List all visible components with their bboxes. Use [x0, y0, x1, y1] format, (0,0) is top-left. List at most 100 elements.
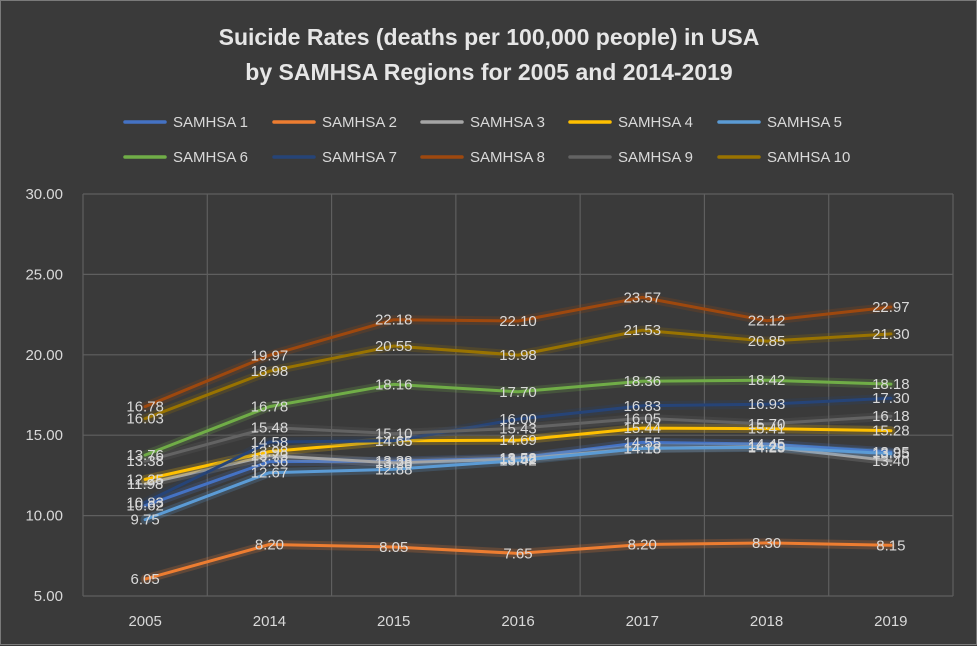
x-tick-label: 2017	[626, 613, 659, 630]
data-label: 16.93	[748, 396, 786, 413]
data-label: 15.44	[624, 420, 662, 437]
data-label: 22.12	[748, 313, 786, 330]
data-label: 14.69	[499, 432, 537, 449]
data-label: 12.25	[126, 471, 164, 488]
data-label: 14.25	[748, 439, 786, 456]
legend-label: SAMHSA 2	[322, 114, 397, 131]
data-label: 16.83	[624, 398, 662, 415]
data-label: 6.05	[131, 571, 160, 588]
data-label: 18.16	[375, 376, 413, 393]
data-label: 13.85	[872, 446, 910, 463]
legend-label: SAMHSA 8	[470, 149, 545, 166]
data-label: 8.20	[255, 537, 284, 554]
data-label: 14.65	[375, 433, 413, 450]
legend-item: SAMHSA 10	[717, 149, 850, 166]
data-label: 15.48	[251, 419, 289, 436]
data-label: 14.45	[748, 436, 786, 453]
data-label: 21.30	[872, 326, 910, 343]
data-label: 13.38	[375, 453, 413, 470]
chart-title-line2: by SAMHSA Regions for 2005 and 2014-2019	[245, 59, 732, 85]
data-label: 9.75	[131, 512, 160, 529]
series-line-8	[143, 295, 893, 409]
data-label: 20.85	[748, 333, 786, 350]
data-label: 13.40	[872, 453, 910, 470]
data-label: 15.70	[748, 416, 786, 433]
data-label: 13.28	[375, 455, 413, 472]
data-label: 13.98	[251, 444, 289, 461]
data-label: 13.42	[499, 453, 537, 470]
y-tick-label: 20.00	[25, 347, 63, 364]
data-label: 22.10	[499, 313, 537, 330]
data-label: 8.15	[876, 537, 905, 554]
data-label: 18.18	[872, 376, 910, 393]
data-label: 8.05	[379, 539, 408, 556]
data-label: 22.97	[872, 299, 910, 316]
data-label: 16.78	[126, 399, 164, 416]
data-labels: 10.62 13.36 13.38 13.58 14.55 14.45 13.95 6.05 8…	[126, 289, 909, 588]
legend-label: SAMHSA 5	[767, 114, 842, 131]
data-label: 8.30	[752, 535, 781, 552]
data-label: 18.36	[624, 373, 662, 390]
legend-label: SAMHSA 9	[618, 149, 693, 166]
series-line-7	[143, 396, 893, 504]
series-line-5	[143, 445, 893, 522]
data-label: 16.00	[499, 411, 537, 428]
data-label: 12.67	[251, 465, 289, 482]
legend-item: SAMHSA 1	[123, 114, 248, 131]
data-label: 15.41	[748, 421, 786, 438]
data-label: 17.70	[499, 384, 537, 401]
legend-item: SAMHSA 3	[420, 114, 545, 131]
series-line-9	[143, 414, 893, 463]
data-label: 14.29	[748, 439, 786, 456]
x-tick-label: 2019	[874, 613, 907, 630]
y-tick-label: 5.00	[34, 588, 63, 605]
data-label: 16.03	[126, 411, 164, 428]
legend-label: SAMHSA 1	[173, 114, 248, 131]
series-line-6	[143, 378, 893, 457]
legend-label: SAMHSA 6	[173, 149, 248, 166]
data-label: 13.73	[251, 448, 289, 465]
data-label: 22.18	[375, 312, 413, 329]
data-label: 10.83	[126, 494, 164, 511]
gridlines	[82, 193, 954, 597]
data-label: 13.58	[499, 450, 537, 467]
data-label: 13.95	[872, 444, 910, 461]
data-label: 20.55	[375, 338, 413, 355]
data-label: 21.53	[624, 322, 662, 339]
x-tick-label: 2014	[253, 613, 286, 630]
legend-item: SAMHSA 8	[420, 149, 545, 166]
chart-title-line1: Suicide Rates (deaths per 100,000 people…	[219, 24, 760, 50]
data-label: 7.65	[503, 545, 532, 562]
x-tick-label: 2018	[750, 613, 783, 630]
legend-item: SAMHSA 9	[568, 149, 693, 166]
series-line-2	[143, 541, 893, 581]
series-lines	[140, 292, 896, 584]
data-label: 13.76	[126, 447, 164, 464]
data-label: 23.57	[624, 289, 662, 306]
data-label: 14.65	[375, 433, 413, 450]
y-tick-label: 30.00	[25, 186, 63, 203]
series-line-4	[143, 426, 893, 481]
data-label: 17.30	[872, 390, 910, 407]
y-tick-label: 10.00	[25, 508, 63, 525]
data-label: 14.18	[624, 440, 662, 457]
x-tick-label: 2005	[128, 613, 161, 630]
data-label: 16.78	[251, 399, 289, 416]
legend-item: SAMHSA 7	[272, 149, 397, 166]
x-tick-label: 2016	[501, 613, 534, 630]
x-tick-label: 2015	[377, 613, 410, 630]
legend-item: SAMHSA 6	[123, 149, 248, 166]
data-label: 13.52	[499, 451, 537, 468]
data-label: 16.18	[872, 408, 910, 425]
data-label: 14.55	[624, 434, 662, 451]
y-tick-label: 15.00	[25, 427, 63, 444]
data-label: 15.43	[499, 420, 537, 437]
data-label: 14.18	[624, 440, 662, 457]
legend-item: SAMHSA 4	[568, 114, 693, 131]
data-label: 18.98	[251, 363, 289, 380]
data-label: 13.38	[126, 453, 164, 470]
legend-label: SAMHSA 7	[322, 149, 397, 166]
data-label: 10.62	[126, 498, 164, 515]
